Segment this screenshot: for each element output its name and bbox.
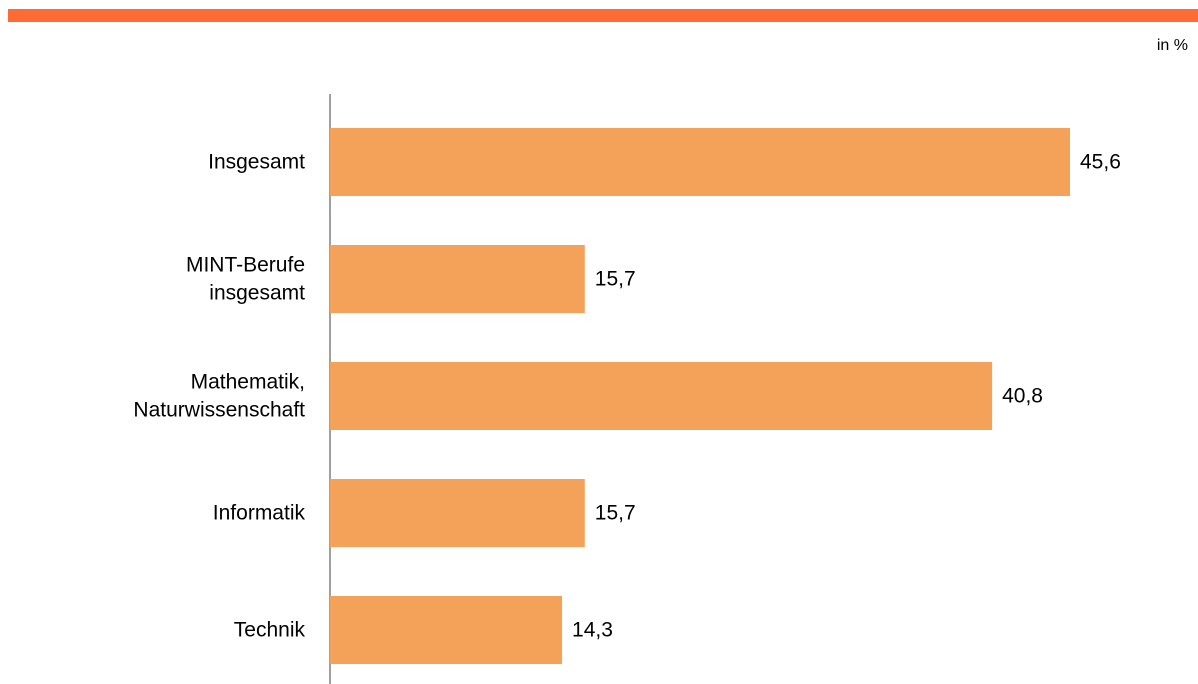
category-label-line: Technik xyxy=(234,619,306,642)
category-label: Informatik xyxy=(213,502,306,525)
value-label: 45,6 xyxy=(1080,151,1121,174)
bar xyxy=(330,128,1070,196)
bar xyxy=(330,596,563,664)
category-label: MINT-Berufe insgesamt xyxy=(186,254,305,305)
value-label: 15,7 xyxy=(595,268,636,291)
bar xyxy=(330,362,993,430)
category-label-line: Mathematik, xyxy=(191,371,305,394)
unit-label: in % xyxy=(1156,37,1188,54)
value-label: 40,8 xyxy=(1002,385,1043,408)
category-label-line: insgesamt xyxy=(209,282,305,305)
category-label: Mathematik, Naturwissenschaft xyxy=(133,371,305,422)
category-label-line: MINT-Berufe xyxy=(186,254,305,277)
value-label: 14,3 xyxy=(572,619,613,642)
top-accent-stripe xyxy=(8,9,1198,22)
bar xyxy=(330,245,585,313)
category-label: Insgesamt xyxy=(208,151,305,174)
category-label-line: Insgesamt xyxy=(208,151,305,174)
bars-layer: 45,6 Insgesamt 15,7 MINT-Berufe insgesamt 40,… xyxy=(133,128,1121,664)
value-label: 15,7 xyxy=(595,502,636,525)
category-label: Technik xyxy=(234,619,306,642)
category-label-line: Naturwissenschaft xyxy=(133,399,305,422)
category-label-line: Informatik xyxy=(213,502,306,525)
bar xyxy=(330,479,585,547)
